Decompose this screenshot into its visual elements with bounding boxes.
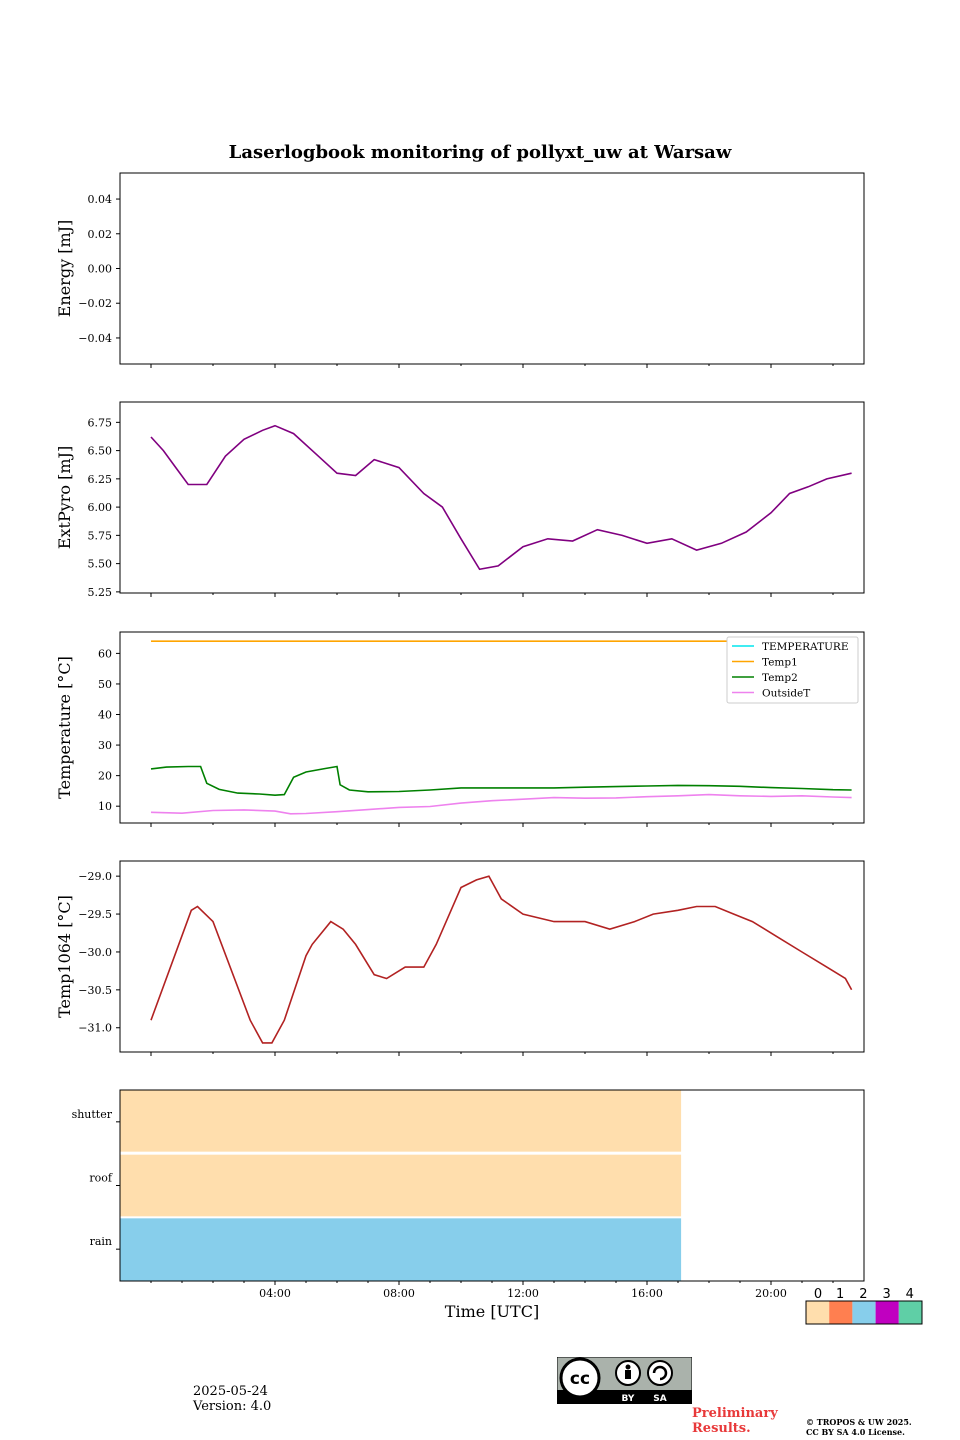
- legend-entry-Temp2: Temp2: [762, 672, 798, 684]
- series-line-Temp2: [150, 765, 852, 797]
- license-by-text: BY: [622, 1394, 635, 1404]
- series-line-OutsideT: [150, 793, 852, 815]
- y-tick-label: 60: [98, 647, 112, 660]
- y-tick-label: 0.04: [88, 193, 113, 206]
- legend-entry-TEMPERATURE: TEMPERATURE: [762, 641, 849, 653]
- colorbar-swatch-0: [806, 1301, 830, 1324]
- panel-0: 0.04 0.02 0.00 −0.02 −0.04 Energy [mJ]: [55, 172, 865, 368]
- colorbar-swatch-4: [898, 1301, 922, 1324]
- y-tick-label: −30.5: [78, 984, 112, 997]
- x-tick-label: 12:00: [507, 1287, 539, 1300]
- panel-frame: [119, 860, 865, 1053]
- row-label-roof: roof: [89, 1172, 113, 1185]
- y-tick-label: 6.25: [88, 473, 113, 486]
- y-tick-label: 5.25: [88, 586, 113, 599]
- x-tick-label: 04:00: [259, 1287, 291, 1300]
- footer-version: Version: 4.0: [193, 1399, 272, 1414]
- panel-frame: [119, 172, 865, 365]
- copyright-note: © TROPOS & UW 2025. CC BY SA 4.0 License…: [806, 1417, 912, 1437]
- chart-title: Laserlogbook monitoring of pollyxt_uw at…: [229, 142, 732, 163]
- colorbar-swatch-3: [875, 1301, 899, 1324]
- legend-box: [726, 636, 859, 704]
- y-tick-label: 0.00: [88, 263, 113, 276]
- y-tick-label: 40: [98, 709, 112, 722]
- row-label-rain: rain: [90, 1235, 112, 1248]
- panel-4: shutter roof rain 04:00 08:00 12:00 16:00 20:00…: [72, 1089, 865, 1321]
- preliminary-line-2: Results.: [692, 1421, 751, 1436]
- colorbar-label-2: 2: [859, 1287, 867, 1302]
- y-tick-label: 5.75: [88, 529, 113, 542]
- footer-date: 2025-05-24: [193, 1384, 268, 1399]
- legend-entry-Temp1: Temp1: [762, 657, 798, 669]
- panel-frame: [119, 401, 865, 594]
- footer-date-block: 2025-05-24 Version: 4.0: [193, 1384, 271, 1414]
- y-tick-label: 6.00: [88, 501, 113, 514]
- panel-frame: [119, 1089, 865, 1282]
- colorbar-swatch-2: [852, 1301, 876, 1324]
- series-line-3: [150, 875, 853, 1044]
- y-tick-label: 10: [98, 800, 112, 813]
- status-segment-rain: [120, 1218, 682, 1281]
- y-tick-label: 0.02: [88, 228, 113, 241]
- panel-frame: [119, 631, 865, 824]
- row-label-shutter: shutter: [72, 1108, 113, 1121]
- y-tick-label: −29.0: [78, 870, 112, 883]
- y-tick-label: 5.50: [88, 558, 113, 571]
- copyright-line-2: CC BY SA 4.0 License.: [806, 1427, 905, 1437]
- y-axis-label: Temp1064 [°C]: [55, 895, 74, 1018]
- y-tick-label: 6.75: [88, 416, 113, 429]
- license-sa-text: SA: [653, 1394, 666, 1404]
- status-segment-shutter: [120, 1090, 682, 1152]
- y-tick-label: −0.02: [78, 297, 112, 310]
- panel-3: −29.0 −29.5 −30.0 −30.5 −31.0 Temp1064 [°C]: [55, 860, 865, 1056]
- y-tick-label: 6.50: [88, 445, 113, 458]
- panel-1: 6.75 6.50 6.25 6.00 5.75 5.50 5.25 ExtPyro [mJ]: [55, 401, 865, 599]
- preliminary-note: Preliminary Results.: [692, 1406, 778, 1436]
- svg-text:cc: cc: [570, 1369, 590, 1389]
- y-tick-label: 50: [98, 678, 112, 691]
- y-tick-label: 30: [98, 739, 112, 752]
- x-axis-label: Time [UTC]: [445, 1302, 539, 1321]
- colorbar-label-0: 0: [814, 1287, 822, 1302]
- y-axis-label: Energy [mJ]: [55, 220, 74, 318]
- series-line-1: [150, 424, 852, 571]
- y-axis-label: ExtPyro [mJ]: [55, 446, 74, 549]
- y-tick-label: 20: [98, 770, 112, 783]
- panels-group: 0.04 0.02 0.00 −0.02 −0.04 Energy [mJ] 6.75 6.5…: [55, 172, 865, 1321]
- y-axis-label: Temperature [°C]: [55, 656, 74, 799]
- copyright-line-1: © TROPOS & UW 2025.: [806, 1417, 912, 1427]
- colorbar-label-1: 1: [836, 1287, 844, 1302]
- cc-by-sa-logo: cc BY SA: [557, 1357, 692, 1404]
- panel-2: 60 50 40 30 20 10 Temperature [°C] TEMPERATURE T…: [55, 631, 865, 827]
- legend-entry-OutsideT: OutsideT: [762, 688, 810, 700]
- colorbar-label-3: 3: [882, 1287, 890, 1302]
- y-tick-label: −0.04: [78, 332, 112, 345]
- y-tick-label: −31.0: [78, 1022, 112, 1035]
- colorbar-frame: [805, 1300, 923, 1325]
- x-tick-label: 20:00: [755, 1287, 787, 1300]
- x-tick-label: 08:00: [383, 1287, 415, 1300]
- colorbar-swatch-1: [829, 1301, 853, 1324]
- y-tick-label: −29.5: [78, 908, 112, 921]
- x-tick-label: 16:00: [631, 1287, 663, 1300]
- y-tick-label: −30.0: [78, 946, 112, 959]
- colorbar-label-4: 4: [906, 1287, 914, 1302]
- preliminary-line-1: Preliminary: [692, 1406, 778, 1421]
- status-segment-roof: [120, 1154, 682, 1217]
